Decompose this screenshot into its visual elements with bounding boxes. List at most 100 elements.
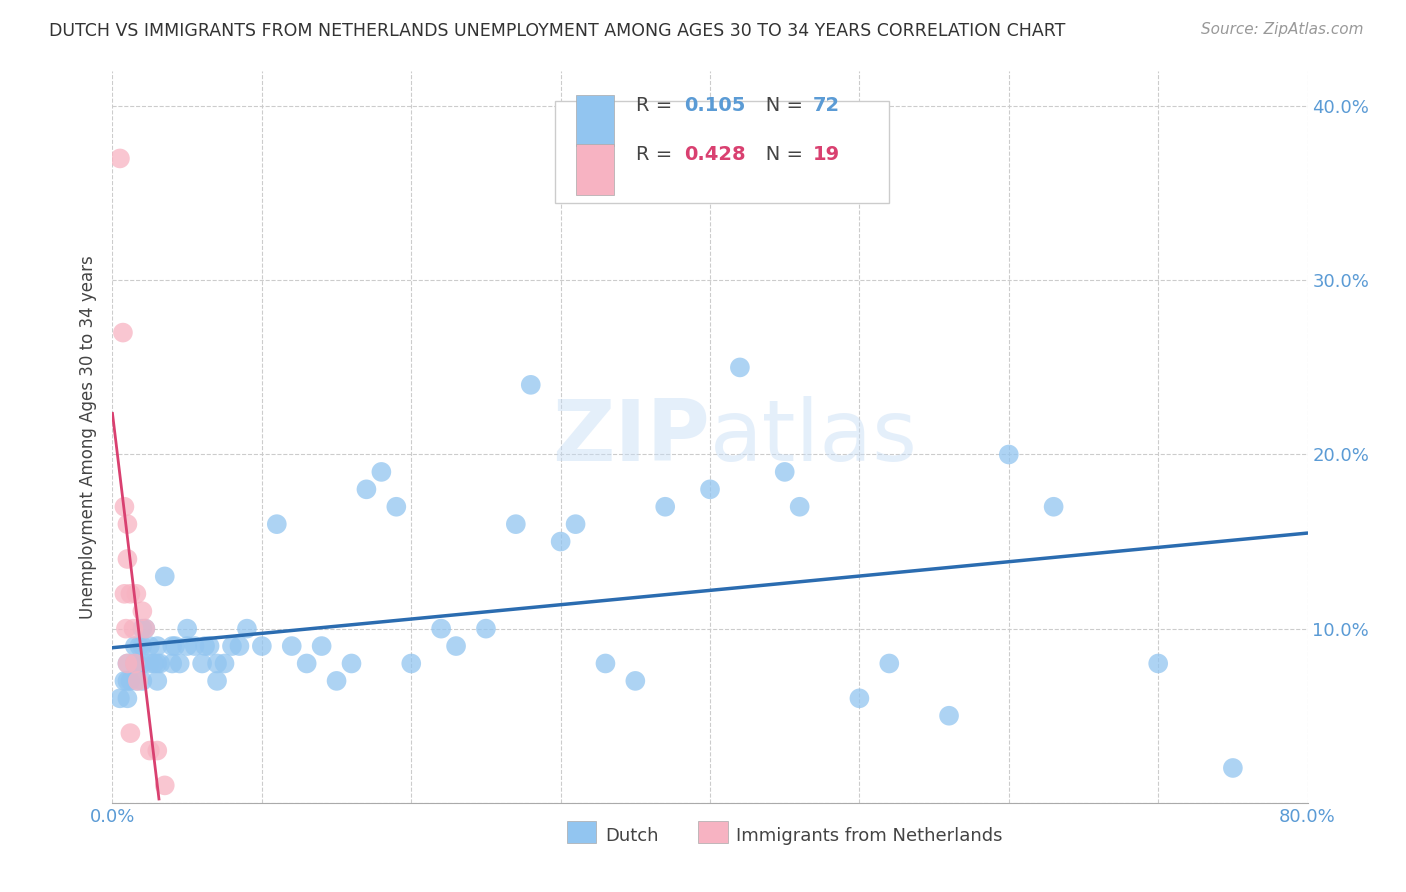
- Y-axis label: Unemployment Among Ages 30 to 34 years: Unemployment Among Ages 30 to 34 years: [79, 255, 97, 619]
- Point: [139, 639, 162, 653]
- Point: [146, 743, 169, 757]
- Point: [120, 726, 142, 740]
- Point: [194, 639, 217, 653]
- Point: [699, 483, 721, 497]
- Text: 0.428: 0.428: [683, 145, 745, 164]
- Text: Source: ZipAtlas.com: Source: ZipAtlas.com: [1201, 22, 1364, 37]
- Point: [165, 639, 187, 653]
- Point: [879, 657, 901, 671]
- Point: [125, 673, 148, 688]
- Point: [124, 657, 146, 671]
- Point: [117, 673, 139, 688]
- Point: [122, 622, 145, 636]
- Point: [1222, 761, 1244, 775]
- Point: [108, 691, 131, 706]
- Point: [183, 639, 205, 653]
- Point: [117, 517, 139, 532]
- Point: [114, 673, 135, 688]
- Point: [236, 622, 259, 636]
- Point: [773, 465, 796, 479]
- Point: [146, 657, 169, 671]
- Point: [117, 552, 139, 566]
- Text: DUTCH VS IMMIGRANTS FROM NETHERLANDS UNEMPLOYMENT AMONG AGES 30 TO 34 YEARS CORR: DUTCH VS IMMIGRANTS FROM NETHERLANDS UNE…: [49, 22, 1066, 40]
- Point: [228, 639, 250, 653]
- Text: N =: N =: [747, 145, 810, 164]
- Point: [114, 500, 135, 514]
- Point: [162, 657, 183, 671]
- Point: [131, 622, 153, 636]
- Text: R =: R =: [636, 145, 679, 164]
- Text: 19: 19: [813, 145, 839, 164]
- Point: [131, 657, 153, 671]
- Point: [214, 657, 236, 671]
- Point: [134, 622, 156, 636]
- Point: [153, 778, 176, 792]
- Point: [120, 673, 142, 688]
- Point: [430, 622, 453, 636]
- Point: [1042, 500, 1064, 514]
- Point: [789, 500, 811, 514]
- Point: [205, 657, 228, 671]
- Text: ZIP: ZIP: [553, 395, 710, 479]
- Point: [117, 657, 139, 671]
- Point: [153, 569, 176, 583]
- Point: [205, 673, 228, 688]
- Point: [115, 622, 138, 636]
- Point: [295, 657, 318, 671]
- Point: [385, 500, 408, 514]
- Point: [143, 657, 166, 671]
- Text: 72: 72: [813, 96, 839, 115]
- Point: [654, 500, 676, 514]
- Text: atlas: atlas: [710, 395, 918, 479]
- Point: [162, 639, 183, 653]
- Point: [131, 639, 153, 653]
- Point: [146, 673, 169, 688]
- Point: [124, 657, 146, 671]
- Point: [550, 534, 572, 549]
- Point: [475, 622, 498, 636]
- Point: [221, 639, 243, 653]
- Point: [848, 691, 870, 706]
- Point: [169, 657, 191, 671]
- Point: [108, 152, 131, 166]
- Point: [131, 604, 153, 618]
- Point: [176, 639, 198, 653]
- Point: [117, 691, 139, 706]
- Point: [370, 465, 392, 479]
- Point: [128, 639, 150, 653]
- Point: [505, 517, 527, 532]
- Point: [938, 708, 960, 723]
- Point: [1147, 657, 1170, 671]
- Point: [624, 673, 647, 688]
- Point: [127, 673, 149, 688]
- FancyBboxPatch shape: [554, 101, 890, 203]
- Point: [146, 639, 169, 653]
- Point: [120, 587, 142, 601]
- Point: [149, 657, 172, 671]
- Point: [198, 639, 221, 653]
- Point: [564, 517, 586, 532]
- Point: [595, 657, 617, 671]
- Point: [281, 639, 304, 653]
- Point: [114, 587, 135, 601]
- Point: [125, 587, 148, 601]
- Point: [111, 326, 134, 340]
- Text: R =: R =: [636, 96, 679, 115]
- Bar: [576, 95, 614, 146]
- Point: [266, 517, 288, 532]
- Point: [998, 448, 1021, 462]
- Point: [127, 657, 149, 671]
- Text: N =: N =: [747, 96, 810, 115]
- Bar: [576, 144, 614, 195]
- Point: [139, 657, 162, 671]
- Point: [520, 377, 543, 392]
- Point: [176, 622, 198, 636]
- Point: [117, 657, 139, 671]
- Text: Immigrants from Netherlands: Immigrants from Netherlands: [737, 827, 1002, 845]
- Point: [191, 657, 214, 671]
- Bar: [699, 821, 728, 843]
- Point: [325, 673, 347, 688]
- Point: [311, 639, 333, 653]
- Text: Dutch: Dutch: [605, 827, 658, 845]
- Point: [139, 743, 162, 757]
